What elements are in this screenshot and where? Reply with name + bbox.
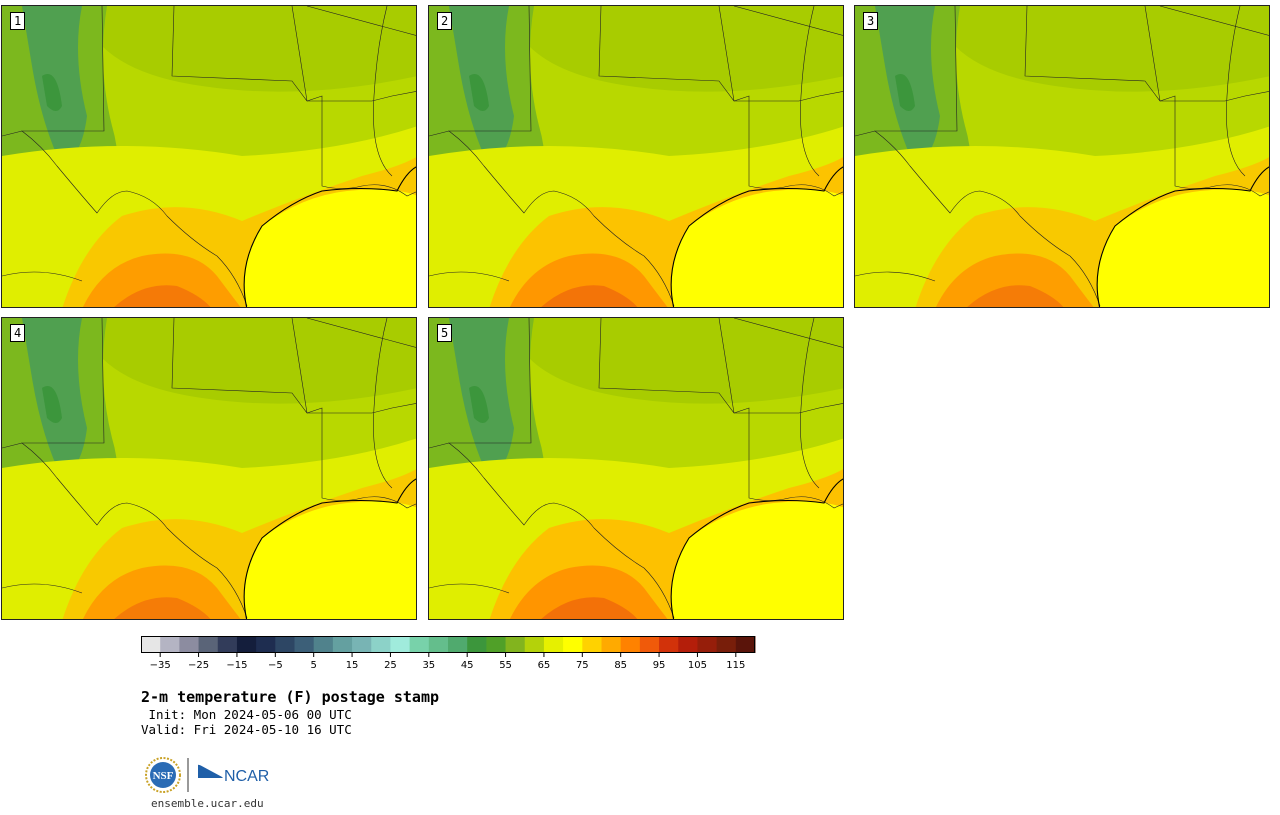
init-time: Init: Mon 2024-05-06 00 UTC: [141, 707, 352, 722]
logos: NSF NCAR: [144, 756, 284, 796]
colorbar-bin: [582, 636, 602, 653]
svg-text:NSF: NSF: [153, 770, 174, 782]
colorbar-tick-label: 75: [576, 660, 589, 671]
member-panel-4: 4: [1, 317, 417, 620]
temperature-map: [2, 318, 416, 619]
colorbar-bin: [275, 636, 295, 653]
colorbar-tick-label: 15: [346, 660, 359, 671]
colorbar-bin: [716, 636, 737, 653]
colorbar-bin: [486, 636, 507, 653]
colorbar-bin: [160, 636, 180, 653]
ncar-logo: NCAR: [197, 763, 269, 785]
colorbar-bin: [735, 636, 756, 653]
colorbar-bin: [236, 636, 257, 653]
member-number: 3: [863, 12, 879, 30]
colorbar-tick-label: 45: [461, 660, 474, 671]
colorbar-bin: [601, 636, 622, 653]
figure-title: 2-m temperature (F) postage stamp: [141, 688, 440, 706]
colorbar: −35 −25 −15 −5 5 15 25 35 45 55 65 75 85 95 105 115: [141, 636, 756, 671]
colorbar-bin: [620, 636, 641, 653]
member-number: 1: [10, 12, 26, 30]
temperature-map: [429, 318, 843, 619]
colorbar-bin: [390, 636, 411, 653]
colorbar-bin: [294, 636, 315, 653]
colorbar-tick-label: −5: [268, 660, 283, 671]
colorbar-bin: [659, 636, 679, 653]
member-panel-2: 2: [428, 5, 844, 308]
temperature-map: [855, 6, 1269, 307]
colorbar-bin: [371, 636, 391, 653]
colorbar-tick-label: 105: [688, 660, 707, 671]
colorbar-bin: [352, 636, 372, 653]
colorbar-tick-label: 115: [726, 660, 745, 671]
colorbar-bin: [639, 636, 660, 653]
colorbar-bin: [141, 636, 161, 653]
colorbar-bin: [524, 636, 545, 653]
colorbar-bin: [543, 636, 564, 653]
colorbar-bin: [313, 636, 334, 653]
colorbar-tick-label: 5: [311, 660, 317, 671]
member-number: 4: [10, 324, 26, 342]
colorbar-bin: [428, 636, 449, 653]
colorbar-tick-label: −25: [188, 660, 209, 671]
temperature-map: [2, 6, 416, 307]
colorbar-bin: [448, 636, 468, 653]
valid-time: Valid: Fri 2024-05-10 16 UTC: [141, 722, 352, 737]
colorbar-bin: [697, 636, 718, 653]
colorbar-bin: [678, 636, 698, 653]
member-number: 5: [437, 324, 453, 342]
colorbar-bin: [256, 636, 276, 653]
colorbar-bin: [563, 636, 583, 653]
colorbar-bin: [198, 636, 219, 653]
colorbar-bin: [409, 636, 430, 653]
colorbar-tick-label: 65: [538, 660, 551, 671]
colorbar-tick-label: −15: [226, 660, 247, 671]
member-panel-3: 3: [854, 5, 1270, 308]
colorbar-bin: [505, 636, 526, 653]
colorbar-bin: [217, 636, 238, 653]
source-url: ensemble.ucar.edu: [151, 797, 264, 810]
nsf-logo: NSF: [145, 757, 181, 793]
colorbar-tick-label: 95: [653, 660, 666, 671]
colorbar-tick-label: 85: [614, 660, 627, 671]
colorbar-tick-label: −35: [150, 660, 171, 671]
colorbar-tick-label: 35: [422, 660, 435, 671]
temperature-map: [429, 6, 843, 307]
colorbar-bin: [179, 636, 200, 653]
member-number: 2: [437, 12, 453, 30]
member-panel-1: 1: [1, 5, 417, 308]
colorbar-tick-label: 25: [384, 660, 397, 671]
member-panel-5: 5: [428, 317, 844, 620]
colorbar-tick-label: 55: [499, 660, 512, 671]
colorbar-bin: [332, 636, 353, 653]
svg-text:NCAR: NCAR: [224, 768, 269, 785]
colorbar-bin: [467, 636, 487, 653]
